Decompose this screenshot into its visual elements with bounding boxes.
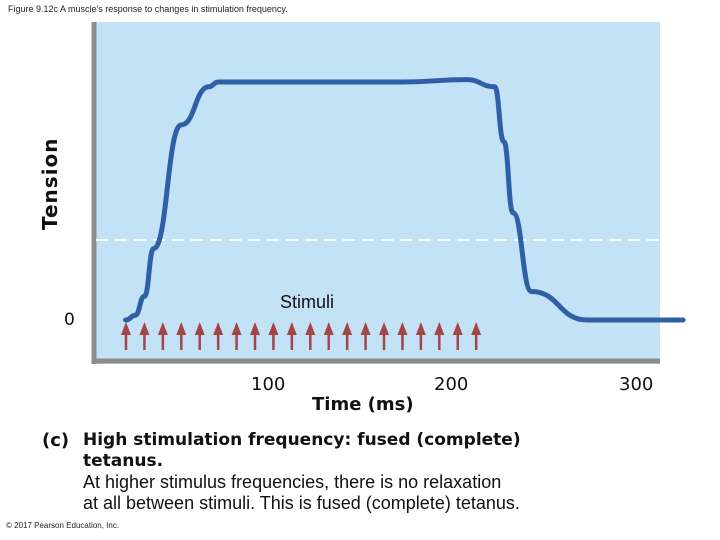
- stimulus-arrow: [286, 322, 297, 350]
- stimulus-arrow: [323, 322, 334, 350]
- stimulus-arrows: [121, 322, 482, 350]
- y-tick-label-0: 0: [64, 310, 75, 330]
- figure-title: Figure 9.12c A muscle's response to chan…: [8, 4, 288, 14]
- plot-background: [92, 22, 660, 364]
- stimuli-label: Stimuli: [280, 292, 335, 312]
- stimulus-arrow: [379, 322, 390, 350]
- stimulus-arrow: [434, 322, 445, 350]
- stimulus-arrow: [397, 322, 408, 350]
- stimulus-arrow: [250, 322, 261, 350]
- stimulus-arrow: [360, 322, 371, 350]
- caption: High stimulation frequency: fused (compl…: [83, 430, 713, 514]
- tension-curve: [123, 77, 686, 323]
- stimulus-arrow: [139, 322, 150, 350]
- stimulus-arrow: [121, 322, 131, 350]
- stimulus-arrow: [194, 322, 205, 350]
- caption-body-line1: At higher stimulus frequencies, there is…: [83, 472, 502, 492]
- stimulus-arrow: [268, 322, 279, 350]
- caption-body-line2: at all between stimuli. This is fused (c…: [83, 493, 520, 513]
- panel-label: (c): [42, 430, 70, 451]
- caption-heading-line2: tetanus.: [83, 451, 164, 471]
- stimulus-arrow: [157, 322, 168, 350]
- x-axis-label: Time (ms): [312, 394, 414, 415]
- x-tick-label-200: 200: [434, 374, 469, 395]
- caption-heading-line1: High stimulation frequency: fused (compl…: [83, 430, 521, 450]
- stimulus-arrow: [452, 322, 463, 350]
- stimulus-arrow: [305, 322, 316, 350]
- x-tick-label-100: 100: [251, 374, 286, 395]
- copyright-notice: © 2017 Pearson Education, Inc.: [6, 521, 120, 530]
- stimulus-arrow: [176, 322, 187, 350]
- y-axis-label: Tension: [38, 137, 62, 230]
- stimulus-arrow: [231, 322, 242, 350]
- stimulus-arrow: [471, 322, 482, 350]
- x-tick-label-300: 300: [619, 374, 654, 395]
- stimulus-arrow: [415, 322, 426, 350]
- stimulus-arrow: [213, 322, 224, 350]
- stimulus-arrow: [342, 322, 353, 350]
